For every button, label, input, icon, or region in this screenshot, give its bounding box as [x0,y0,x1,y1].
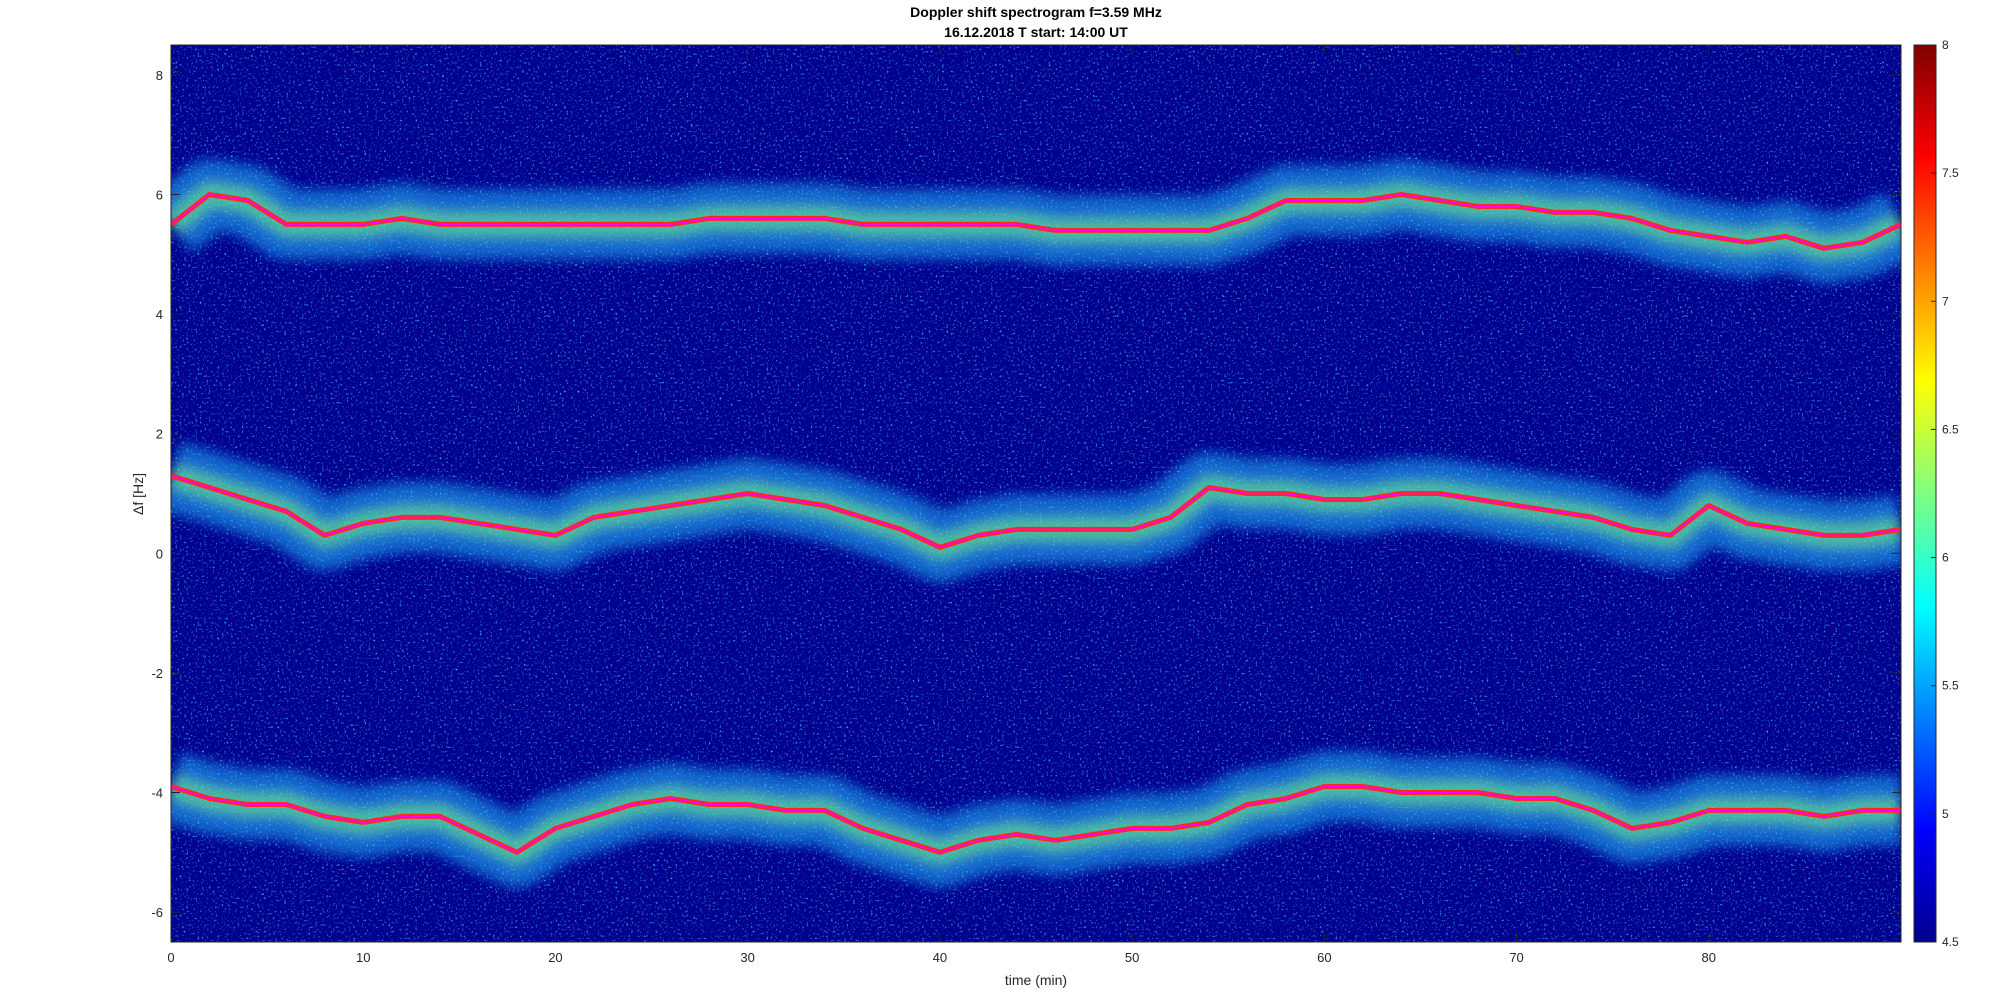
y-axis-label: Δf [Hz] [130,473,146,515]
x-axis-label: time (min) [1005,972,1067,988]
y-tick-label: 6 [156,188,163,203]
x-tick-label: 30 [740,950,754,965]
colorbar-tick-label: 5.5 [1942,679,1959,693]
y-tick-label: 0 [156,546,163,561]
colorbar-ticks: 4.5 5 5.5 6 6.5 7 7.5 8 [1931,38,1959,949]
signal-traces [171,192,1901,855]
colorbar-tick-label: 8 [1942,38,1949,52]
y-tick-label: -6 [151,905,163,920]
y-axis: -6 -4 -2 0 2 4 6 8 [151,68,1901,920]
doppler-trace-0 [171,193,1901,250]
chart-title: Doppler shift spectrogram f=3.59 MHz [910,4,1162,20]
colorbar-tick-label: 6 [1942,551,1949,565]
y-tick-label: 2 [156,427,163,442]
chart-subtitle: 16.12.2018 T start: 14:00 UT [944,24,1128,40]
y-tick-label: -2 [151,666,163,681]
x-axis: 0 10 20 30 40 50 60 70 80 [167,45,1716,965]
y-tick-label: 8 [156,68,163,83]
colorbar-gradient [1913,44,1937,943]
plot-frame [170,44,1902,943]
colorbar: 4.5 5 5.5 6 6.5 7 7.5 8 [1913,38,1959,949]
doppler-trace-2 [171,785,1901,854]
y-tick-label: -4 [151,786,163,801]
x-tick-label: 80 [1702,950,1716,965]
colorbar-tick-label: 4.5 [1942,935,1959,949]
doppler-trace-1 [171,474,1901,549]
x-tick-label: 70 [1509,950,1523,965]
colorbar-tick-label: 7 [1942,294,1949,308]
colorbar-tick-label: 6.5 [1942,422,1959,436]
x-tick-label: 10 [356,950,370,965]
colorbar-tick-label: 7.5 [1942,166,1959,180]
spectrogram-plot-area [171,45,1901,942]
y-tick-label: 4 [156,307,163,322]
x-tick-label: 50 [1125,950,1139,965]
x-tick-label: 0 [167,950,174,965]
x-tick-label: 20 [548,950,562,965]
colorbar-tick-label: 5 [1942,807,1949,821]
x-tick-label: 60 [1317,950,1331,965]
x-tick-label: 40 [933,950,947,965]
